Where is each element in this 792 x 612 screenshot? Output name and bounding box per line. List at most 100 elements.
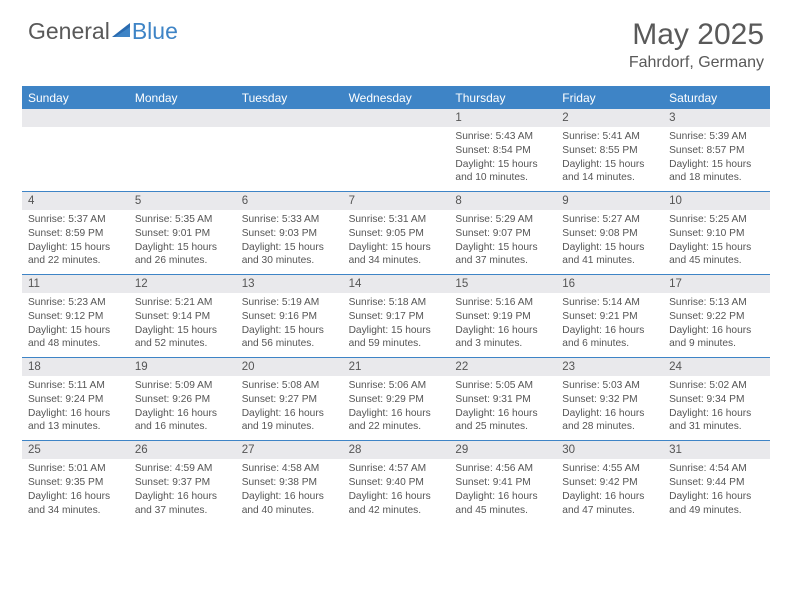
day-info-line: Sunrise: 4:59 AM	[135, 462, 230, 476]
day-info-line: Sunrise: 5:25 AM	[669, 213, 764, 227]
day-info-cell: Sunrise: 5:25 AMSunset: 9:10 PMDaylight:…	[663, 210, 770, 274]
day-info-cell: Sunrise: 5:23 AMSunset: 9:12 PMDaylight:…	[22, 293, 129, 357]
date-number-cell: 9	[556, 192, 663, 210]
day-info-line: Sunrise: 5:43 AM	[455, 130, 550, 144]
logo-text-1: General	[28, 18, 110, 45]
day-info-line: Daylight: 16 hours	[135, 490, 230, 504]
date-number-cell: 23	[556, 358, 663, 376]
day-info-line: Sunrise: 5:29 AM	[455, 213, 550, 227]
day-info-cell: Sunrise: 4:55 AMSunset: 9:42 PMDaylight:…	[556, 459, 663, 523]
day-info-line: Sunrise: 4:55 AM	[562, 462, 657, 476]
date-number-cell	[343, 109, 450, 127]
date-number-cell: 7	[343, 192, 450, 210]
day-info-line: Daylight: 15 hours	[135, 241, 230, 255]
date-number-cell: 4	[22, 192, 129, 210]
date-number-cell: 12	[129, 275, 236, 293]
day-info-cell: Sunrise: 5:33 AMSunset: 9:03 PMDaylight:…	[236, 210, 343, 274]
day-of-week-cell: Thursday	[449, 87, 556, 109]
day-info-line: Sunrise: 5:02 AM	[669, 379, 764, 393]
day-info-line: Daylight: 16 hours	[669, 490, 764, 504]
day-info-line: Daylight: 16 hours	[669, 407, 764, 421]
day-info-line: Daylight: 16 hours	[669, 324, 764, 338]
day-info-row: Sunrise: 5:23 AMSunset: 9:12 PMDaylight:…	[22, 293, 770, 357]
day-info-cell: Sunrise: 5:39 AMSunset: 8:57 PMDaylight:…	[663, 127, 770, 191]
day-of-week-header: SundayMondayTuesdayWednesdayThursdayFrid…	[22, 87, 770, 109]
day-info-line: Sunset: 9:40 PM	[349, 476, 444, 490]
date-number-cell: 11	[22, 275, 129, 293]
day-info-cell: Sunrise: 5:02 AMSunset: 9:34 PMDaylight:…	[663, 376, 770, 440]
day-info-line: and 52 minutes.	[135, 337, 230, 351]
day-info-line: Sunset: 8:54 PM	[455, 144, 550, 158]
day-info-line: Sunrise: 5:31 AM	[349, 213, 444, 227]
day-info-line: Sunset: 9:35 PM	[28, 476, 123, 490]
day-info-line: and 18 minutes.	[669, 171, 764, 185]
day-info-cell: Sunrise: 5:27 AMSunset: 9:08 PMDaylight:…	[556, 210, 663, 274]
day-info-line: Sunset: 9:03 PM	[242, 227, 337, 241]
day-info-line: and 34 minutes.	[28, 504, 123, 518]
date-number-cell: 2	[556, 109, 663, 127]
day-info-line: Daylight: 15 hours	[349, 241, 444, 255]
day-info-cell: Sunrise: 5:16 AMSunset: 9:19 PMDaylight:…	[449, 293, 556, 357]
day-info-line: Sunset: 9:01 PM	[135, 227, 230, 241]
day-info-cell	[129, 127, 236, 191]
day-info-line: Daylight: 16 hours	[135, 407, 230, 421]
day-info-line: and 48 minutes.	[28, 337, 123, 351]
day-info-cell: Sunrise: 4:54 AMSunset: 9:44 PMDaylight:…	[663, 459, 770, 523]
day-info-line: Daylight: 16 hours	[455, 324, 550, 338]
day-info-line: Daylight: 15 hours	[669, 158, 764, 172]
day-info-line: and 28 minutes.	[562, 420, 657, 434]
day-info-line: Sunset: 9:14 PM	[135, 310, 230, 324]
day-info-line: and 10 minutes.	[455, 171, 550, 185]
day-info-line: Sunset: 9:08 PM	[562, 227, 657, 241]
day-info-line: and 49 minutes.	[669, 504, 764, 518]
day-info-line: and 6 minutes.	[562, 337, 657, 351]
weeks-container: 123Sunrise: 5:43 AMSunset: 8:54 PMDaylig…	[22, 109, 770, 523]
day-info-line: Sunrise: 5:33 AM	[242, 213, 337, 227]
day-info-line: and 13 minutes.	[28, 420, 123, 434]
day-info-line: Sunrise: 5:39 AM	[669, 130, 764, 144]
day-info-cell: Sunrise: 5:11 AMSunset: 9:24 PMDaylight:…	[22, 376, 129, 440]
day-info-cell: Sunrise: 5:13 AMSunset: 9:22 PMDaylight:…	[663, 293, 770, 357]
date-number-cell: 30	[556, 441, 663, 459]
day-info-line: and 16 minutes.	[135, 420, 230, 434]
day-info-line: and 30 minutes.	[242, 254, 337, 268]
date-number-cell: 18	[22, 358, 129, 376]
day-info-line: Daylight: 16 hours	[562, 407, 657, 421]
date-number-cell: 31	[663, 441, 770, 459]
date-number-cell: 3	[663, 109, 770, 127]
day-info-cell: Sunrise: 5:29 AMSunset: 9:07 PMDaylight:…	[449, 210, 556, 274]
day-info-line: Sunset: 9:41 PM	[455, 476, 550, 490]
day-info-line: and 14 minutes.	[562, 171, 657, 185]
day-info-line: Daylight: 15 hours	[28, 241, 123, 255]
day-info-line: and 37 minutes.	[135, 504, 230, 518]
day-info-row: Sunrise: 5:37 AMSunset: 8:59 PMDaylight:…	[22, 210, 770, 274]
day-info-line: Sunrise: 5:13 AM	[669, 296, 764, 310]
day-info-cell: Sunrise: 5:01 AMSunset: 9:35 PMDaylight:…	[22, 459, 129, 523]
day-info-line: and 45 minutes.	[455, 504, 550, 518]
date-number-cell: 6	[236, 192, 343, 210]
day-info-cell: Sunrise: 4:58 AMSunset: 9:38 PMDaylight:…	[236, 459, 343, 523]
day-info-line: Daylight: 16 hours	[28, 490, 123, 504]
date-number-row: 11121314151617	[22, 275, 770, 293]
date-number-cell: 27	[236, 441, 343, 459]
day-info-cell	[343, 127, 450, 191]
day-info-line: Sunrise: 5:03 AM	[562, 379, 657, 393]
day-info-line: Sunset: 9:12 PM	[28, 310, 123, 324]
day-info-line: Daylight: 15 hours	[455, 158, 550, 172]
day-info-line: Daylight: 16 hours	[455, 407, 550, 421]
day-info-cell: Sunrise: 5:21 AMSunset: 9:14 PMDaylight:…	[129, 293, 236, 357]
day-info-line: Sunrise: 4:57 AM	[349, 462, 444, 476]
location-label: Fahrdorf, Germany	[629, 54, 764, 72]
date-number-cell	[236, 109, 343, 127]
date-number-row: 45678910	[22, 192, 770, 210]
day-info-line: Sunset: 9:24 PM	[28, 393, 123, 407]
day-info-line: Sunset: 9:07 PM	[455, 227, 550, 241]
day-info-line: Sunset: 9:31 PM	[455, 393, 550, 407]
day-info-line: Sunset: 9:19 PM	[455, 310, 550, 324]
day-of-week-cell: Friday	[556, 87, 663, 109]
day-info-line: Sunrise: 5:08 AM	[242, 379, 337, 393]
day-info-line: Sunrise: 5:19 AM	[242, 296, 337, 310]
day-of-week-cell: Sunday	[22, 87, 129, 109]
day-of-week-cell: Wednesday	[343, 87, 450, 109]
day-info-line: Daylight: 15 hours	[242, 241, 337, 255]
